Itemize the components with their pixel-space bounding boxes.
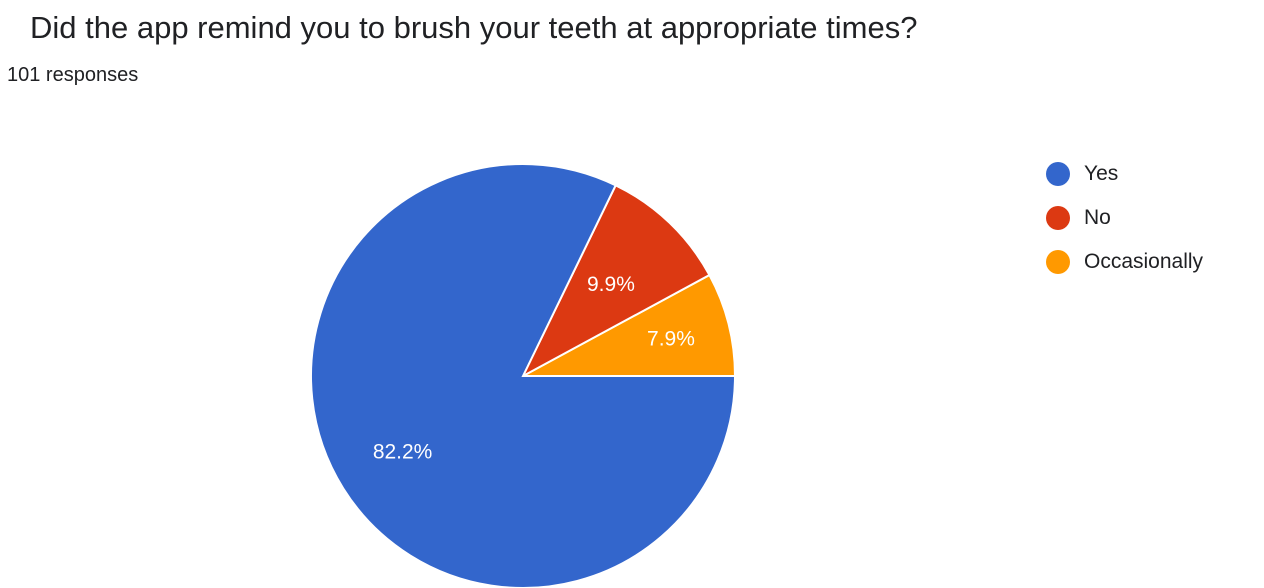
pie-slice-yes[interactable] [310, 163, 737, 588]
legend-item-yes[interactable]: Yes [1046, 162, 1203, 186]
legend-item-occasionally[interactable]: Occasionally [1046, 250, 1204, 274]
chart-legend: Yes No Occasionally [1046, 162, 1204, 295]
pie-slice-labels: 7.9% 9.9% 82.2% [373, 273, 695, 463]
legend-item-no[interactable]: No [1046, 206, 1203, 230]
legend-label-yes: Yes [1084, 162, 1119, 185]
pie-label-occasionally: 7.9% [647, 328, 695, 351]
response-count: 101 responses [7, 64, 139, 86]
pie-slices [310, 163, 737, 588]
question-title: Did the app remind you to brush your tee… [30, 10, 918, 45]
legend-swatch-yes [1046, 162, 1070, 186]
pie-slice-no[interactable] [520, 183, 711, 379]
legend-label-occasionally: Occasionally [1084, 250, 1204, 273]
pie-label-yes: 82.2% [373, 440, 433, 463]
pie-label-no: 9.9% [587, 273, 635, 296]
pie-slice-occasionally[interactable] [522, 273, 737, 377]
legend-swatch-occasionally [1046, 250, 1070, 274]
legend-swatch-no [1046, 206, 1070, 230]
legend-label-no: No [1084, 206, 1111, 229]
